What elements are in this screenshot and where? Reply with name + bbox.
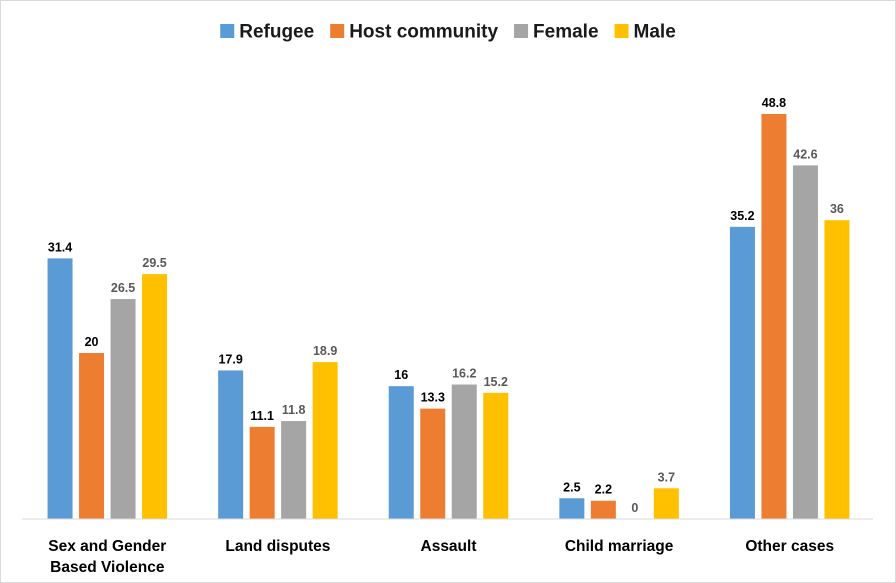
bar-female-4: [792, 165, 818, 520]
value-label-refugee-1: 17.9: [218, 352, 242, 366]
legend: Refugee Host community Female Male: [220, 22, 676, 43]
bar-host-community-1: [249, 426, 275, 519]
value-label-male-2: 15.2: [484, 375, 508, 389]
bar-female-2: [451, 384, 477, 519]
bar-male-3: [653, 488, 679, 519]
bar-refugee-1: [218, 370, 244, 519]
bars: [47, 113, 850, 520]
bar-male-1: [312, 362, 338, 519]
value-label-refugee-2: 16: [394, 368, 408, 382]
bar-male-2: [483, 392, 509, 519]
category-label-4: Other cases: [745, 538, 834, 555]
category-label-1: Land disputes: [225, 538, 330, 555]
legend-swatch-host-community: [330, 24, 345, 38]
legend-swatch-refugee: [220, 24, 235, 38]
bar-host-community-2: [420, 408, 446, 519]
value-label-refugee-4: 35.2: [730, 209, 754, 223]
value-label-female-2: 16.2: [452, 367, 476, 381]
category-label-0: Sex and Gender Based Violence: [48, 538, 166, 576]
value-label-refugee-3: 2.5: [563, 480, 580, 494]
value-label-male-1: 18.9: [313, 344, 337, 358]
bar-host-community-4: [761, 113, 787, 520]
value-label-female-3: 0: [631, 501, 638, 515]
value-label-male-0: 29.5: [142, 256, 166, 270]
legend-label-female: Female: [533, 22, 598, 43]
bar-host-community-0: [79, 353, 105, 519]
legend-swatch-male: [614, 24, 629, 38]
category-label-3: Child marriage: [565, 538, 674, 555]
bar-female-1: [281, 421, 307, 519]
value-label-male-4: 36: [830, 202, 844, 216]
legend-label-refugee: Refugee: [239, 22, 314, 43]
value-label-host-community-0: 20: [85, 335, 99, 349]
bar-refugee-2: [388, 386, 414, 519]
bar-refugee-0: [47, 258, 73, 519]
value-label-female-1: 11.8: [282, 403, 306, 417]
legend-swatch-female: [514, 24, 529, 38]
value-label-host-community-4: 48.8: [762, 96, 786, 110]
bar-refugee-4: [729, 226, 755, 519]
value-label-female-4: 42.6: [793, 147, 817, 161]
value-labels: 31.4 20 26.5 29.5 17.9 11.1 11.8 18.9 16 13.3 16.2…: [48, 96, 844, 515]
bar-refugee-3: [559, 498, 585, 519]
legend-label-male: Male: [634, 22, 676, 43]
value-label-male-3: 3.7: [658, 470, 675, 484]
bar-female-0: [110, 299, 136, 519]
category-labels: Sex and Gender Based Violence Land dispute…: [48, 538, 834, 576]
bar-male-0: [142, 274, 168, 519]
category-label-2: Assault: [421, 538, 477, 555]
value-label-female-0: 26.5: [111, 281, 135, 295]
bar-host-community-3: [590, 500, 616, 519]
value-label-host-community-2: 13.3: [421, 391, 445, 405]
value-label-refugee-0: 31.4: [48, 240, 72, 254]
value-label-host-community-1: 11.1: [250, 409, 274, 423]
bar-male-4: [824, 220, 850, 519]
value-label-host-community-3: 2.2: [595, 483, 612, 497]
legend-label-host-community: Host community: [349, 22, 498, 43]
